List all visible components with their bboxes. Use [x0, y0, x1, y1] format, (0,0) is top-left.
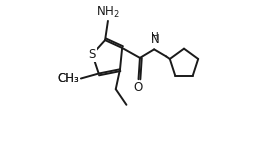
Text: NH$_2$: NH$_2$: [96, 5, 120, 20]
Text: CH₃: CH₃: [58, 72, 79, 85]
Text: H: H: [151, 32, 159, 41]
Text: S: S: [89, 48, 96, 61]
Text: O: O: [133, 81, 142, 94]
Text: N: N: [150, 33, 159, 46]
Text: CH₃: CH₃: [57, 72, 79, 85]
